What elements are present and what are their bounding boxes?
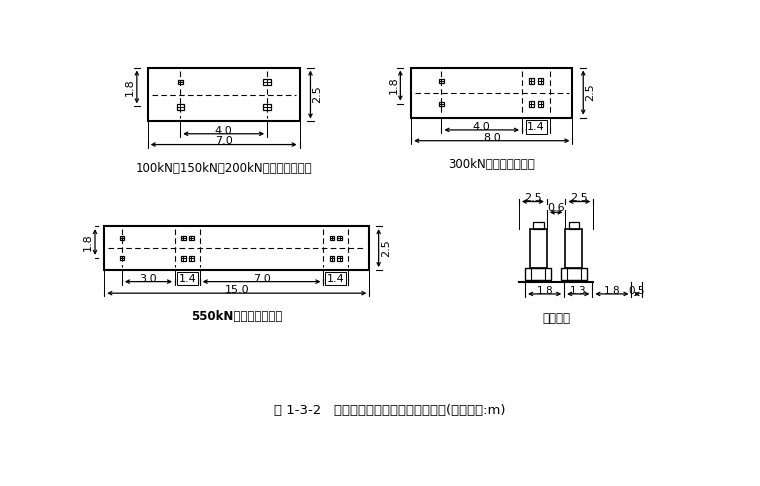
Bar <box>147 68 299 122</box>
Bar <box>189 256 194 260</box>
Text: 2.5: 2.5 <box>571 192 588 203</box>
Bar <box>525 268 552 280</box>
Bar <box>189 236 194 241</box>
Text: 1.3: 1.3 <box>570 286 587 296</box>
Bar <box>530 229 547 268</box>
Text: 100kN、150kN、200kN汽车的平面尺寸: 100kN、150kN、200kN汽车的平面尺寸 <box>135 161 312 174</box>
Text: 8.0: 8.0 <box>483 133 501 142</box>
Bar <box>439 79 444 84</box>
Text: 横向布置: 横向布置 <box>542 312 570 326</box>
Text: 4.0: 4.0 <box>473 122 491 132</box>
Bar <box>538 78 543 84</box>
Bar <box>330 256 334 260</box>
Bar <box>337 236 342 241</box>
Text: 7.0: 7.0 <box>215 137 233 146</box>
Bar <box>178 80 183 85</box>
Text: 1.8: 1.8 <box>388 77 398 94</box>
Bar <box>263 104 271 110</box>
Bar <box>529 102 534 107</box>
Bar <box>330 236 334 241</box>
Bar <box>538 102 543 107</box>
Text: 0.6: 0.6 <box>547 204 565 213</box>
Bar <box>263 79 271 85</box>
Bar <box>439 102 444 106</box>
Text: 1.8: 1.8 <box>537 286 553 296</box>
Text: 0.5: 0.5 <box>629 286 645 296</box>
Bar <box>529 78 534 84</box>
Text: 1.4: 1.4 <box>179 274 196 283</box>
Bar <box>567 268 581 280</box>
Bar <box>177 104 184 110</box>
Bar <box>531 268 545 280</box>
Text: 2.5: 2.5 <box>381 239 391 257</box>
Text: 1.4: 1.4 <box>327 274 344 283</box>
Text: 2.5: 2.5 <box>524 192 542 203</box>
Text: 15.0: 15.0 <box>224 285 249 295</box>
Text: 1.8: 1.8 <box>125 78 135 96</box>
Text: 550kN汽车的平面尺寸: 550kN汽车的平面尺寸 <box>191 310 283 323</box>
Bar <box>411 68 572 118</box>
Text: 4.0: 4.0 <box>215 126 233 136</box>
Text: 1.8: 1.8 <box>83 233 93 251</box>
Bar <box>119 236 125 240</box>
Bar <box>565 229 582 268</box>
Text: 2.5: 2.5 <box>585 84 595 102</box>
Bar <box>568 222 579 229</box>
Bar <box>181 236 185 241</box>
Bar <box>337 256 342 260</box>
Bar <box>119 256 125 260</box>
Text: 1.8: 1.8 <box>603 286 620 296</box>
Bar <box>181 256 185 260</box>
Bar <box>533 222 543 229</box>
Text: 300kN汽车的平面尺寸: 300kN汽车的平面尺寸 <box>448 157 535 171</box>
Text: 3.0: 3.0 <box>140 274 157 283</box>
Bar <box>104 226 369 270</box>
Text: 7.0: 7.0 <box>252 274 271 283</box>
Text: 2.5: 2.5 <box>312 86 322 104</box>
Bar <box>561 268 587 280</box>
Text: 1.4: 1.4 <box>527 122 545 132</box>
Text: 图 1-3-2   各级汽车的平面尺寸和横向布置(尺寸单位:m): 图 1-3-2 各级汽车的平面尺寸和横向布置(尺寸单位:m) <box>274 404 505 417</box>
